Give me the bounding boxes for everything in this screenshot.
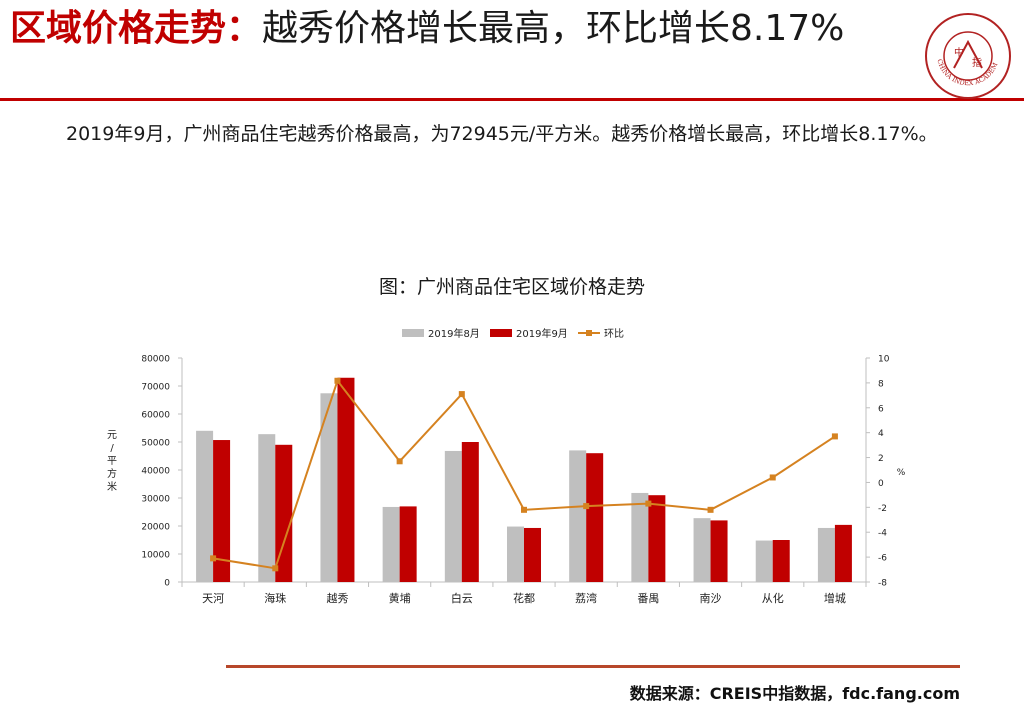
bar [399, 506, 417, 582]
bar [834, 524, 852, 582]
x-tick-label: 增城 [824, 591, 846, 605]
line-point [831, 433, 838, 440]
title-rest: 越秀价格增长最高，环比增长8.17% [262, 8, 845, 49]
line-point [521, 506, 527, 513]
legend-swatch [490, 329, 512, 337]
y-left-tick-label: 70000 [141, 383, 170, 393]
bar [524, 527, 541, 582]
y-left-tick-label: 60000 [141, 411, 170, 421]
y-right-tick-label: 10 [878, 355, 890, 365]
y-left-axis-label: 方 [107, 467, 117, 480]
y-right-tick-label: 6 [878, 404, 884, 414]
bar [258, 434, 276, 582]
bar [710, 520, 728, 582]
chart-bars [196, 377, 852, 582]
y-right-tick-label: 2 [878, 454, 884, 464]
chart-labels: 0 10000 20000 30000 40000 50000 60000 70000 8000… [107, 355, 906, 606]
title-highlight: 区域价格走势： [10, 8, 263, 49]
legend-swatch-marker [586, 330, 592, 336]
x-tick-label: 越秀 [326, 591, 348, 605]
y-right-tick-label: -8 [878, 579, 887, 589]
x-tick-label: 番禺 [637, 592, 659, 605]
y-right-tick-label: -4 [878, 529, 887, 539]
line-point [707, 506, 714, 513]
summary-paragraph: 2019年9月，广州商品住宅越秀价格最高，为72945元/平方米。越秀价格增长最… [66, 123, 938, 145]
y-right-axis-label: % [897, 468, 906, 478]
bar [631, 492, 649, 582]
y-left-tick-label: 20000 [141, 523, 170, 533]
line-point [769, 474, 776, 481]
y-left-tick-label: 30000 [141, 495, 170, 505]
y-left-tick-label: 10000 [141, 551, 170, 561]
x-tick-label: 从化 [762, 591, 784, 605]
line-point [334, 377, 341, 384]
y-right-tick-label: 4 [878, 429, 884, 439]
y-left-axis-label: / [110, 443, 114, 454]
bar [382, 506, 400, 582]
bar [337, 377, 355, 582]
bar [275, 444, 293, 582]
x-tick-label: 南沙 [700, 592, 722, 605]
chart-title: 图：广州商品住宅区域价格走势 [378, 276, 645, 298]
x-tick-label: 黄埔 [389, 591, 411, 605]
line-point [458, 391, 465, 398]
bar [648, 495, 666, 582]
y-left-axis-label: 元 [107, 430, 117, 441]
price-trend-chart: 2019年8月 2019年9月 环比 0 10000 20000 30000 40000 50… [107, 327, 906, 606]
y-right-tick-label: -6 [878, 554, 887, 564]
y-right-tick-label: 0 [878, 479, 884, 489]
bar [586, 453, 604, 582]
legend-label: 2019年9月 [516, 327, 568, 340]
y-left-tick-label: 50000 [141, 439, 170, 449]
x-tick-label: 花都 [513, 592, 535, 605]
bar [693, 518, 711, 582]
data-source: 数据来源：CREIS中指数据，fdc.fang.com [629, 684, 960, 703]
x-tick-label: 天河 [202, 592, 224, 605]
y-left-tick-label: 40000 [141, 467, 170, 477]
bar [772, 540, 790, 582]
academy-logo: 中 指 CHINA INDEX ACADEMY [924, 12, 1011, 99]
chart-line [210, 377, 838, 572]
logo-char-2: 指 [972, 56, 982, 69]
bar [461, 442, 479, 582]
line-point [210, 555, 217, 562]
bar [213, 440, 231, 582]
y-left-tick-label: 80000 [141, 355, 170, 365]
line-point [272, 565, 279, 572]
line-point [645, 500, 652, 507]
page-title: 区域价格走势：越秀价格增长最高，环比增长8.17% [10, 6, 910, 52]
x-tick-label: 白云 [451, 591, 473, 605]
title-divider [0, 98, 1024, 101]
y-left-axis-label: 米 [107, 480, 117, 493]
bar [755, 540, 773, 582]
bar [444, 450, 462, 582]
bar [507, 526, 524, 582]
y-right-tick-label: -2 [878, 504, 887, 514]
y-right-tick-label: 8 [878, 379, 884, 389]
x-tick-label: 荔湾 [575, 591, 597, 605]
chart-legend: 2019年8月 2019年9月 环比 [402, 327, 624, 340]
y-left-axis-label: 平 [107, 456, 117, 467]
bar [569, 450, 587, 582]
x-tick-label: 海珠 [264, 591, 286, 605]
footer-divider [226, 665, 960, 668]
bar [817, 527, 835, 582]
y-left-tick-label: 0 [164, 579, 170, 589]
line-point [583, 503, 590, 510]
legend-swatch [402, 329, 424, 337]
bar [196, 430, 214, 582]
logo-char-1: 中 [954, 46, 964, 59]
bar [320, 393, 338, 582]
line-point [396, 458, 403, 465]
legend-label: 2019年8月 [428, 327, 480, 340]
legend-label: 环比 [604, 328, 624, 340]
